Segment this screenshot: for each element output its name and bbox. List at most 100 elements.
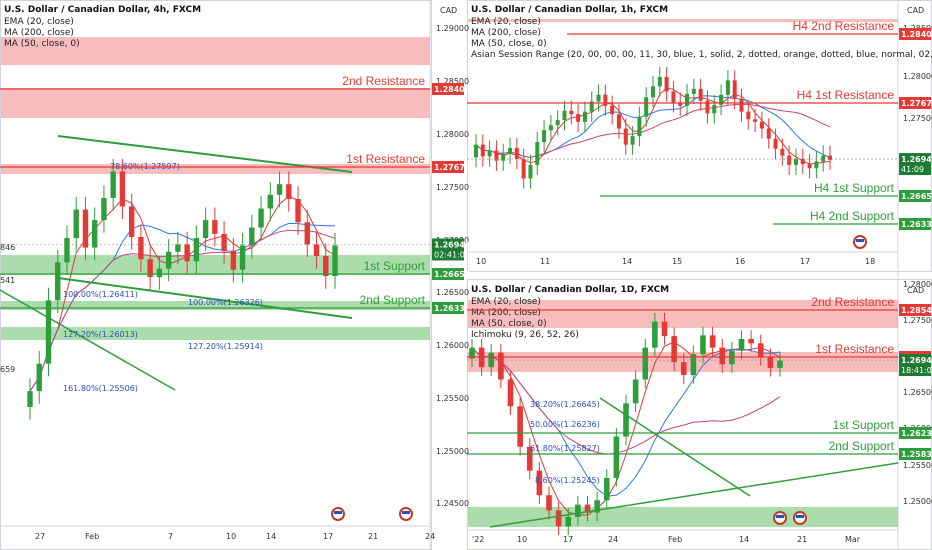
candle	[712, 104, 717, 114]
candle	[202, 220, 209, 239]
time-tick: 14	[622, 257, 632, 266]
support-price-tag-text: 1.26235	[901, 429, 932, 438]
fib-label: 50.00%(1.26236)	[530, 420, 600, 429]
fib-label: 100.00%(1.26326)	[188, 298, 263, 307]
candle	[690, 354, 697, 376]
event-icon	[796, 515, 804, 518]
candle	[671, 336, 677, 363]
candle	[589, 101, 594, 112]
support-price-tag-text: 1.26650	[901, 192, 932, 201]
current-price-text: 1.26949	[901, 356, 932, 365]
candle	[623, 403, 629, 437]
time-tick: 7	[168, 532, 173, 541]
candle	[73, 209, 79, 239]
resistance-zone-1	[1, 88, 430, 118]
candle	[569, 110, 574, 115]
support-price-tag	[432, 268, 464, 280]
support-level-label: 2nd Support	[360, 293, 426, 307]
candle	[644, 97, 649, 117]
candle	[678, 102, 683, 106]
resistance-price-tag-text: 1.28405	[434, 85, 471, 94]
price-tick: 1.28000	[436, 130, 469, 139]
time-tick: 14	[739, 535, 749, 544]
resistance-price-tag	[432, 161, 464, 173]
edge-label: 541	[0, 276, 15, 285]
candle	[45, 300, 52, 364]
support-zone-5	[1, 327, 430, 340]
price-tick: 1.27500	[903, 114, 932, 123]
time-tick: 24	[425, 532, 435, 541]
candle	[719, 347, 726, 365]
candle	[110, 171, 116, 198]
support-level-label: 1st Support	[364, 259, 426, 273]
candle	[487, 150, 492, 157]
fib-label: 38.20%(1.26645)	[530, 400, 600, 409]
candle	[555, 120, 560, 126]
candle	[777, 360, 783, 368]
candle	[738, 338, 745, 351]
candle	[323, 256, 329, 277]
resistance-level-label: 1st Resistance	[815, 342, 894, 356]
candle	[766, 128, 771, 139]
candle	[536, 470, 543, 496]
candle	[767, 357, 774, 368]
candle	[165, 251, 172, 269]
channel-line	[57, 135, 353, 173]
indicator-label: Ichimoku (9, 26, 52, 26)	[471, 330, 579, 340]
candle	[637, 116, 642, 137]
candle	[498, 352, 504, 380]
currency-label: CAD	[440, 6, 457, 15]
candle	[249, 227, 255, 246]
candle	[584, 504, 591, 513]
candle	[671, 91, 676, 103]
candle	[286, 184, 292, 199]
resistance-level-label: 1st Resistance	[346, 152, 425, 166]
indicator-label: EMA (20, close)	[4, 17, 74, 27]
event-icon	[402, 511, 410, 514]
fib-label: 100.00%(1.26411)	[63, 290, 138, 299]
candle	[193, 238, 200, 262]
candle	[610, 105, 615, 115]
currency-label: CAD	[907, 286, 924, 295]
ema-line	[29, 196, 336, 392]
candle	[501, 153, 506, 161]
resistance-zone-0	[468, 19, 898, 22]
resistance-price-tag	[899, 28, 931, 40]
event-icon	[776, 515, 784, 518]
resistance-price-tag	[899, 304, 931, 316]
candle	[719, 94, 724, 105]
support-level-label: H4 2nd Support	[810, 209, 895, 223]
indicator-label: MA (200, close)	[471, 308, 541, 318]
candle	[773, 138, 778, 149]
candle	[753, 119, 758, 122]
ma200-line	[475, 103, 831, 158]
time-tick: 17	[323, 532, 333, 541]
trend-line	[0, 289, 176, 391]
candle	[685, 93, 690, 106]
support-price-tag-text: 1.26330	[434, 304, 471, 313]
trend-line	[489, 462, 899, 528]
candle	[575, 504, 581, 517]
candle	[128, 206, 135, 237]
candle	[709, 335, 716, 348]
indicator-label: MA (50, close, 0)	[471, 319, 547, 329]
chart-title: U.S. Dollar / Canadian Dollar, 1h, FXCM	[471, 5, 668, 15]
resistance-price-tag-text: 1.27675	[901, 99, 932, 108]
candle	[239, 245, 246, 270]
price-tick: 1.26000	[436, 341, 469, 350]
candle	[623, 128, 628, 145]
candle	[562, 110, 567, 121]
price-tick: 1.29000	[436, 24, 469, 33]
candle	[469, 347, 475, 359]
resistance-level-label: 2nd Resistance	[811, 295, 894, 309]
candle	[101, 197, 107, 221]
time-tick: 10	[517, 535, 527, 544]
resistance-price-tag-text: 1.28405	[901, 30, 932, 39]
candle	[793, 158, 798, 165]
support-zone-2	[468, 507, 898, 527]
candle	[664, 77, 669, 92]
candle	[27, 391, 33, 407]
fib-label: 8.60%(1.25245)	[535, 476, 600, 485]
support-level-label: 2nd Support	[829, 439, 895, 453]
price-tick: 1.27500	[436, 183, 469, 192]
